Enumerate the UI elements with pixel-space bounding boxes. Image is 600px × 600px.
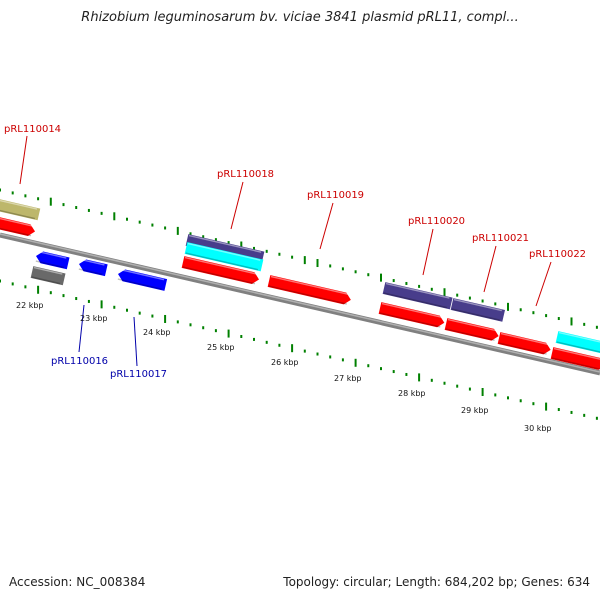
feature-violet-body[interactable] [382,282,453,310]
feature-violet-shade [383,292,448,309]
callout-line [19,135,28,185]
gene-forward-shade [551,357,600,371]
scale-label: 27 kbp [334,374,362,383]
gene-reverse-body[interactable] [78,258,108,277]
gene-forward[interactable] [0,217,36,237]
scale-label: 26 kbp [271,358,299,367]
gene-reverse-body[interactable] [117,268,168,291]
gene-reverse-shine [37,250,67,259]
gene-forward-body[interactable] [444,318,500,342]
gene-forward-shine [381,302,443,319]
feature-cyan-shade [556,341,600,354]
gene-label-forward[interactable]: pRL110018 [217,169,274,180]
gene-reverse-shine [119,268,165,281]
feature-violet-shine [188,234,262,253]
scale-label: 29 kbp [461,406,489,415]
feature-violet[interactable] [450,298,505,322]
feature-cyan[interactable] [184,242,264,272]
accession-text: Accession: NC_008384 [9,575,146,589]
backbone-line [0,232,600,376]
feature-cyan-shine [558,331,600,344]
gene-label-forward[interactable]: pRL110020 [408,216,465,227]
backbone-line-highlight [0,233,600,373]
gene-forward-body[interactable] [0,217,36,237]
feature-violet-shine [385,282,450,299]
gene-forward-shine [447,318,497,332]
gene-forward[interactable] [550,347,600,371]
feature-cyan-body[interactable] [184,242,264,272]
gene-label-reverse[interactable]: pRL110017 [110,369,167,380]
callout-line [535,261,552,307]
gene-forward-shine [270,275,350,296]
feature-olive-body[interactable] [0,199,41,221]
callout-line [78,304,85,353]
gene-forward-body[interactable] [267,275,353,306]
feature-violet-body[interactable] [450,298,505,322]
gene-forward-body[interactable] [497,332,552,356]
map-title: Rhizobium leguminosarum bv. viciae 3841 … [81,10,519,25]
callout-line [422,228,434,276]
feature-olive-shade [0,209,36,220]
genome-summary-text: Topology: circular; Length: 684,202 bp; … [283,575,590,589]
callout-line [319,202,334,250]
gene-forward[interactable] [444,318,500,342]
gene-reverse-body[interactable] [35,250,70,270]
gene-forward[interactable] [378,302,446,328]
scale-label: 22 kbp [16,301,44,310]
feature-violet[interactable] [382,282,453,310]
gene-forward-shade [0,227,32,237]
gene-label-reverse[interactable]: pRL110016 [51,356,108,367]
feature-cyan-body[interactable] [555,331,600,355]
gene-reverse-shade [117,278,162,290]
pseudo-gene-shine [33,266,63,275]
gene-forward[interactable] [497,332,552,356]
gene-forward-shine [184,256,258,275]
callout-line [133,316,138,367]
callout-line [230,181,244,230]
feature-olive[interactable] [0,199,41,221]
gene-forward-shine [0,217,34,227]
gene-forward-shade [268,285,347,305]
gene-forward-body[interactable] [378,302,446,328]
label-callouts [19,135,552,367]
feature-cyan[interactable] [555,331,600,355]
scale-label: 24 kbp [143,328,171,337]
gene-reverse[interactable] [78,258,108,277]
gene-reverse-shine [80,258,105,266]
gene-label-forward[interactable]: pRL110021 [472,233,529,244]
gene-forward-body[interactable] [181,256,261,285]
tick-marks [0,188,598,420]
gene-forward-shine [500,332,549,346]
gene-forward-body[interactable] [550,347,600,371]
gene-forward-shade [182,266,256,285]
feature-cyan-shine [187,242,261,261]
gene-forward-shine [553,347,600,361]
gene-forward-shade [445,328,495,341]
feature-cyan-shade [185,252,259,271]
feature-olive-shine [0,199,38,210]
pseudo-gene-shade [31,276,61,285]
gene-label-forward[interactable]: pRL110022 [529,249,586,260]
feature-violet-shine [453,298,502,312]
gene-reverse[interactable] [117,268,168,291]
gene-forward-shade [379,312,441,328]
gene-forward[interactable] [267,275,353,306]
gene-forward-shade [498,342,547,355]
scale-label: 28 kbp [398,389,426,398]
pseudo-gene[interactable] [30,266,66,286]
gene-reverse-shade [78,268,103,276]
gene-reverse-shade [35,260,65,269]
scale-label: 25 kbp [207,343,235,352]
gene-reverse[interactable] [35,250,70,270]
gene-label-forward[interactable]: pRL110014 [4,124,61,135]
scale-label: 30 kbp [524,424,552,433]
scale-label: 23 kbp [80,314,108,323]
gene-features [0,199,600,371]
gene-label-forward[interactable]: pRL110019 [307,190,364,201]
feature-violet-shade [451,308,500,321]
gene-forward[interactable] [181,256,261,285]
pseudo-gene-body[interactable] [30,266,66,286]
callout-line [483,245,497,293]
